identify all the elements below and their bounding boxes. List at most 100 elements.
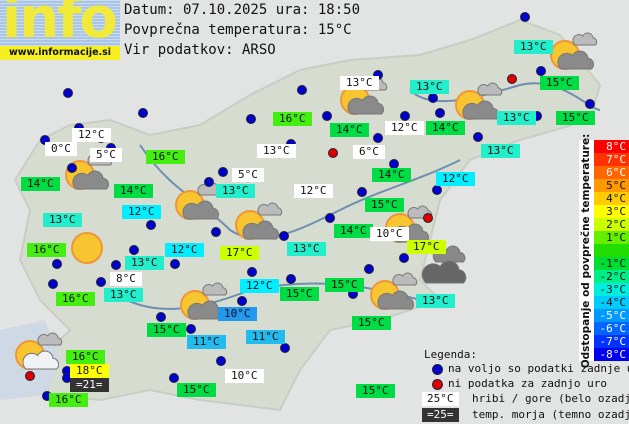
station-dot[interactable] — [325, 213, 335, 223]
station-dot[interactable] — [237, 296, 247, 306]
station-dot[interactable] — [585, 99, 595, 109]
station-dot[interactable] — [280, 343, 290, 353]
station-dot[interactable] — [146, 220, 156, 230]
station-temperature[interactable]: 15°C — [356, 384, 395, 398]
station-dot[interactable] — [279, 231, 289, 241]
station-temperature[interactable]: 13°C — [287, 242, 326, 256]
station-temperature[interactable]: 11°C — [187, 335, 226, 349]
station-temperature[interactable]: 8°C — [110, 272, 142, 286]
station-temperature[interactable]: 5°C — [90, 148, 122, 162]
station-dot[interactable] — [297, 85, 307, 95]
station-dot[interactable] — [399, 253, 409, 263]
station-temperature[interactable]: 13°C — [514, 40, 553, 54]
station-temperature[interactable]: 16°C — [49, 393, 88, 407]
logo-word: info — [2, 0, 118, 51]
station-temperature[interactable]: 15°C — [540, 76, 579, 90]
station-temperature[interactable]: 14°C — [334, 224, 373, 238]
station-temperature[interactable]: 13°C — [416, 294, 455, 308]
station-dot[interactable] — [211, 227, 221, 237]
station-dot[interactable] — [322, 111, 332, 121]
station-dot[interactable] — [357, 187, 367, 197]
station-dot[interactable] — [247, 267, 257, 277]
station-temperature[interactable]: 18°C — [70, 364, 109, 378]
station-dot[interactable] — [169, 373, 179, 383]
station-temperature[interactable]: 12°C — [240, 279, 279, 293]
station-dot[interactable] — [67, 163, 77, 173]
station-dot[interactable] — [138, 108, 148, 118]
station-temperature[interactable]: 13°C — [216, 184, 255, 198]
station-temperature[interactable]: 5°C — [232, 168, 264, 182]
station-temperature[interactable]: 14°C — [372, 168, 411, 182]
station-temperature[interactable]: 12°C — [122, 205, 161, 219]
station-temperature[interactable]: 13°C — [43, 213, 82, 227]
station-temperature[interactable]: 12°C — [385, 121, 424, 135]
station-dot[interactable] — [536, 66, 546, 76]
station-temperature[interactable]: 13°C — [497, 111, 536, 125]
station-dot[interactable] — [520, 12, 530, 22]
station-dot[interactable] — [216, 356, 226, 366]
station-dot[interactable] — [400, 111, 410, 121]
station-temperature[interactable]: 0°C — [45, 142, 77, 156]
station-temperature[interactable]: 12°C — [436, 172, 475, 186]
station-temperature[interactable]: 13°C — [104, 288, 143, 302]
station-temperature[interactable]: 12°C — [294, 184, 333, 198]
legend-sea-sample: =25= — [422, 408, 459, 422]
station-missing-dot[interactable] — [423, 213, 433, 223]
station-temperature[interactable]: 16°C — [273, 112, 312, 126]
station-temperature[interactable]: 6°C — [353, 145, 385, 159]
station-temperature[interactable]: 13°C — [125, 256, 164, 270]
station-temperature[interactable]: 11°C — [246, 330, 285, 344]
station-dot[interactable] — [218, 167, 228, 177]
station-dot[interactable] — [428, 93, 438, 103]
station-dot[interactable] — [364, 264, 374, 274]
station-temperature[interactable]: 13°C — [481, 144, 520, 158]
station-temperature[interactable]: 16°C — [146, 150, 185, 164]
station-missing-dot[interactable] — [25, 371, 35, 381]
station-temperature[interactable]: 16°C — [56, 292, 95, 306]
station-dot[interactable] — [170, 259, 180, 269]
station-temperature[interactable]: 15°C — [280, 287, 319, 301]
station-missing-dot[interactable] — [507, 74, 517, 84]
station-dot[interactable] — [286, 274, 296, 284]
station-temperature[interactable]: 17°C — [407, 240, 446, 254]
station-dot[interactable] — [432, 185, 442, 195]
station-temperature[interactable]: 13°C — [410, 80, 449, 94]
station-temperature[interactable]: 15°C — [147, 323, 186, 337]
station-temperature[interactable]: 12°C — [165, 243, 204, 257]
station-temperature[interactable]: 10°C — [225, 369, 264, 383]
logo[interactable]: info www.informacije.si — [0, 0, 120, 60]
station-dot[interactable] — [52, 259, 62, 269]
station-temperature[interactable]: 15°C — [365, 198, 404, 212]
station-temperature[interactable]: 10°C — [370, 227, 409, 241]
station-dot[interactable] — [186, 324, 196, 334]
station-dot[interactable] — [204, 177, 214, 187]
station-missing-dot[interactable] — [328, 148, 338, 158]
station-temperature[interactable]: 14°C — [330, 123, 369, 137]
station-temperature[interactable]: 16°C — [27, 243, 66, 257]
station-temperature[interactable]: 13°C — [257, 144, 296, 158]
station-temperature[interactable]: 14°C — [114, 184, 153, 198]
station-dot[interactable] — [129, 245, 139, 255]
station-temperature[interactable]: 17°C — [220, 246, 259, 260]
station-temperature[interactable]: 14°C — [426, 121, 465, 135]
station-temperature[interactable]: 13°C — [340, 76, 379, 90]
station-dot[interactable] — [156, 312, 166, 322]
station-temperature[interactable]: 12°C — [72, 128, 111, 142]
station-temperature[interactable]: 14°C — [21, 177, 60, 191]
station-dot[interactable] — [435, 108, 445, 118]
station-temperature[interactable]: 15°C — [177, 383, 216, 397]
station-temperature[interactable]: 15°C — [325, 278, 364, 292]
station-dot[interactable] — [373, 133, 383, 143]
station-dot[interactable] — [473, 132, 483, 142]
logo-url[interactable]: www.informacije.si — [0, 46, 120, 60]
station-dot[interactable] — [48, 279, 58, 289]
station-dot[interactable] — [63, 88, 73, 98]
station-dot[interactable] — [111, 260, 121, 270]
station-temperature[interactable]: 16°C — [66, 350, 105, 364]
station-dot[interactable] — [246, 114, 256, 124]
station-temperature[interactable]: 15°C — [556, 111, 595, 125]
station-temperature[interactable]: 15°C — [352, 316, 391, 330]
station-temperature[interactable]: =21= — [70, 378, 109, 392]
station-dot[interactable] — [96, 277, 106, 287]
station-temperature[interactable]: 10°C — [218, 307, 257, 321]
